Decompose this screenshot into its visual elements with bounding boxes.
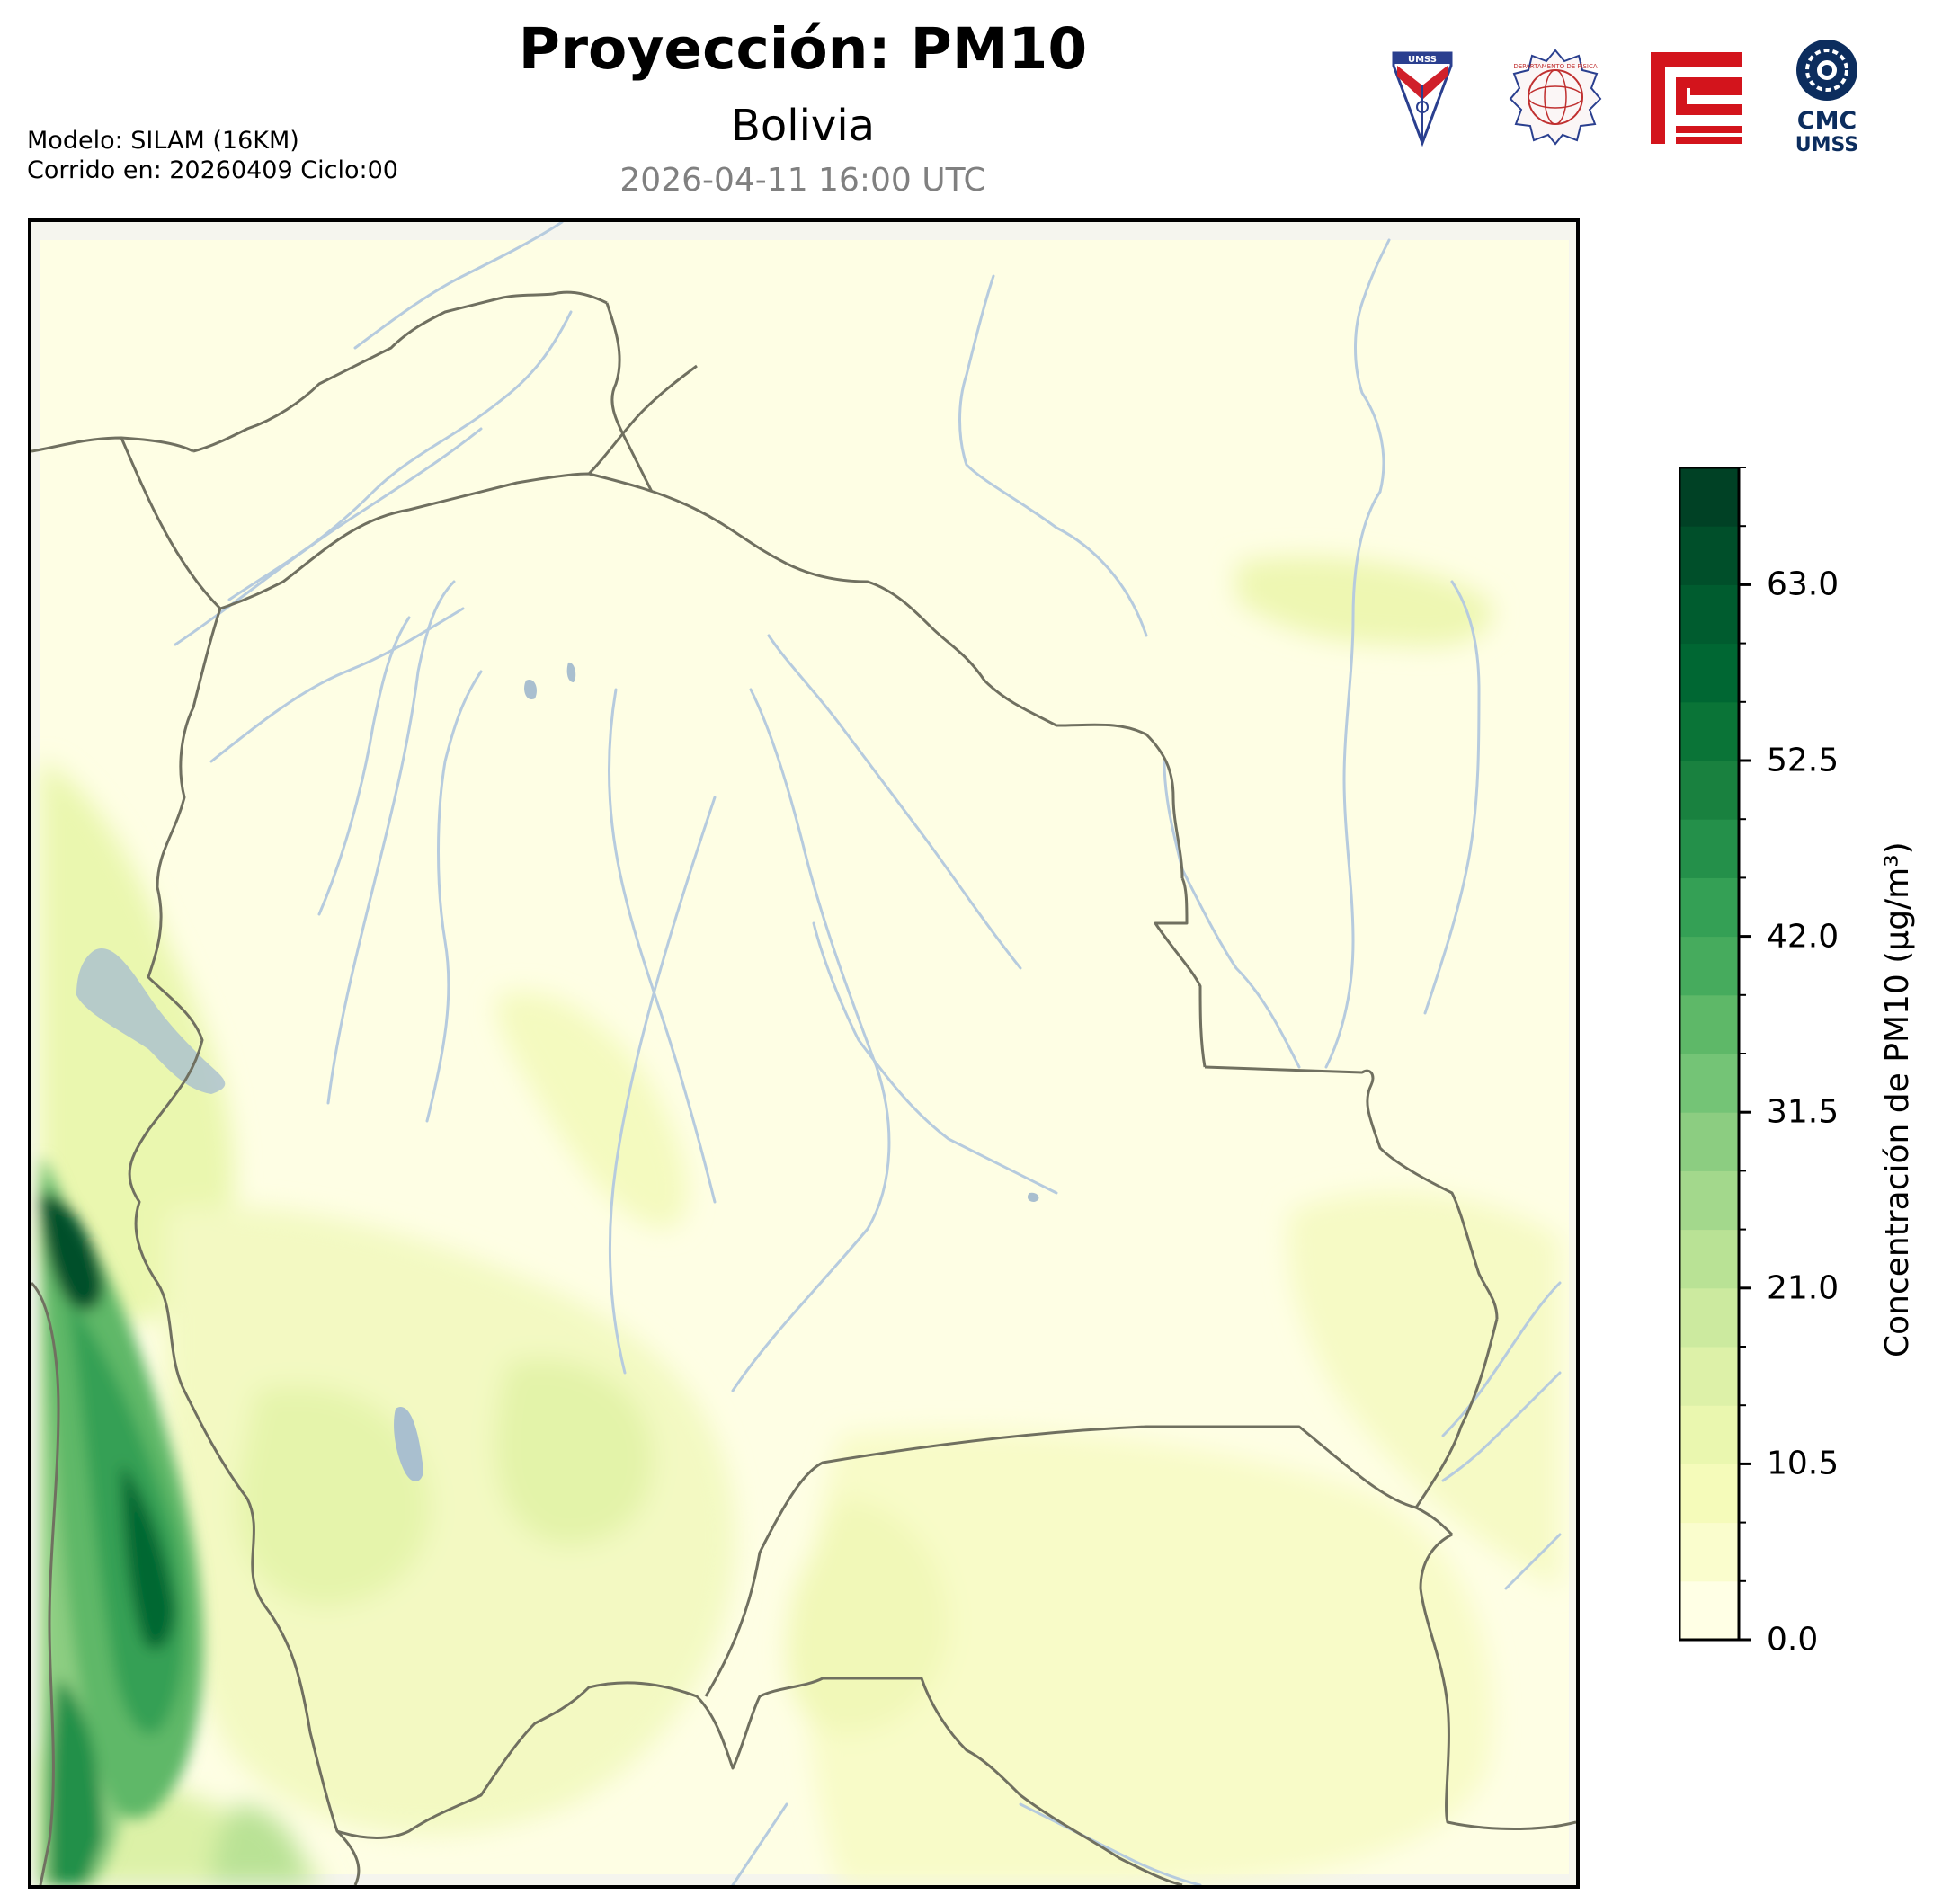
- colorbar-band: [1679, 1054, 1739, 1113]
- colorbar-tick-label: 10.5: [1767, 1445, 1840, 1482]
- colorbar-band: [1679, 761, 1739, 820]
- fisica-seal-logo: DEPARTAMENTO DE FÍSICA: [1509, 49, 1602, 146]
- colorbar-band: [1679, 877, 1739, 938]
- colorbar-tick-label: 63.0: [1767, 565, 1840, 603]
- lakes: [76, 662, 1039, 1481]
- colorbar-band: [1679, 1347, 1739, 1406]
- page-title: Proyección: PM10: [518, 16, 1088, 82]
- colorbar-band: [1679, 643, 1739, 703]
- umss-shield-logo: UMSS: [1392, 51, 1453, 147]
- colorbar-band: [1679, 1287, 1739, 1348]
- model-info: Modelo: SILAM (16KM) Corrido en: 2026040…: [27, 126, 398, 185]
- colorbar-band: [1679, 1580, 1739, 1641]
- country-borders: [31, 290, 1576, 1885]
- colorbar-band: [1679, 936, 1739, 996]
- colorbar-tick-label: 21.0: [1767, 1269, 1840, 1307]
- umss-shield-text: UMSS: [1408, 55, 1437, 65]
- cmc-umss-text: UMSS: [1795, 134, 1858, 156]
- colorbar-band: [1679, 819, 1739, 878]
- colorbar-band: [1679, 994, 1739, 1054]
- colorbar-band: [1679, 1112, 1739, 1171]
- colorbar-band: [1679, 1229, 1739, 1289]
- colorbar-band: [1679, 1464, 1739, 1524]
- colorbar-tick-label: 0.0: [1767, 1621, 1819, 1659]
- rivers: [174, 222, 1562, 1885]
- fcyt-logo: [1651, 52, 1742, 144]
- colorbar-ticks: [1739, 467, 1751, 1642]
- colorbar-band: [1679, 1522, 1739, 1582]
- colorbar-band: [1679, 1170, 1739, 1231]
- colorbar-band: [1679, 701, 1739, 761]
- colorbar-band: [1679, 526, 1739, 585]
- valid-time: 2026-04-11 16:00 UTC: [619, 162, 986, 199]
- run-line: Corrido en: 20260409 Ciclo:00: [27, 156, 398, 184]
- fisica-seal-text: DEPARTAMENTO DE FÍSICA: [1513, 62, 1597, 70]
- cmc-text: CMC: [1797, 107, 1857, 135]
- colorbar-tick-label: 42.0: [1767, 918, 1840, 956]
- colorbar-band: [1679, 1405, 1739, 1464]
- colorbar-band: [1679, 467, 1739, 527]
- pm10-field: [40, 556, 1560, 1885]
- colorbar-title: Concentración de PM10 (µg/m³): [1879, 841, 1916, 1357]
- colorbar-bands: [1679, 467, 1739, 1641]
- colorbar-tick-label: 31.5: [1767, 1093, 1840, 1131]
- pm10-map[interactable]: [31, 222, 1576, 1885]
- model-line: Modelo: SILAM (16KM): [27, 127, 299, 155]
- colorbar-band: [1679, 584, 1739, 645]
- colorbar: [1679, 467, 1751, 1642]
- region-subtitle: Bolivia: [730, 101, 876, 151]
- cmc-umss-logo: CMC UMSS: [1795, 40, 1858, 156]
- colorbar-tick-label: 52.5: [1767, 742, 1840, 779]
- map-panel[interactable]: [28, 218, 1580, 1889]
